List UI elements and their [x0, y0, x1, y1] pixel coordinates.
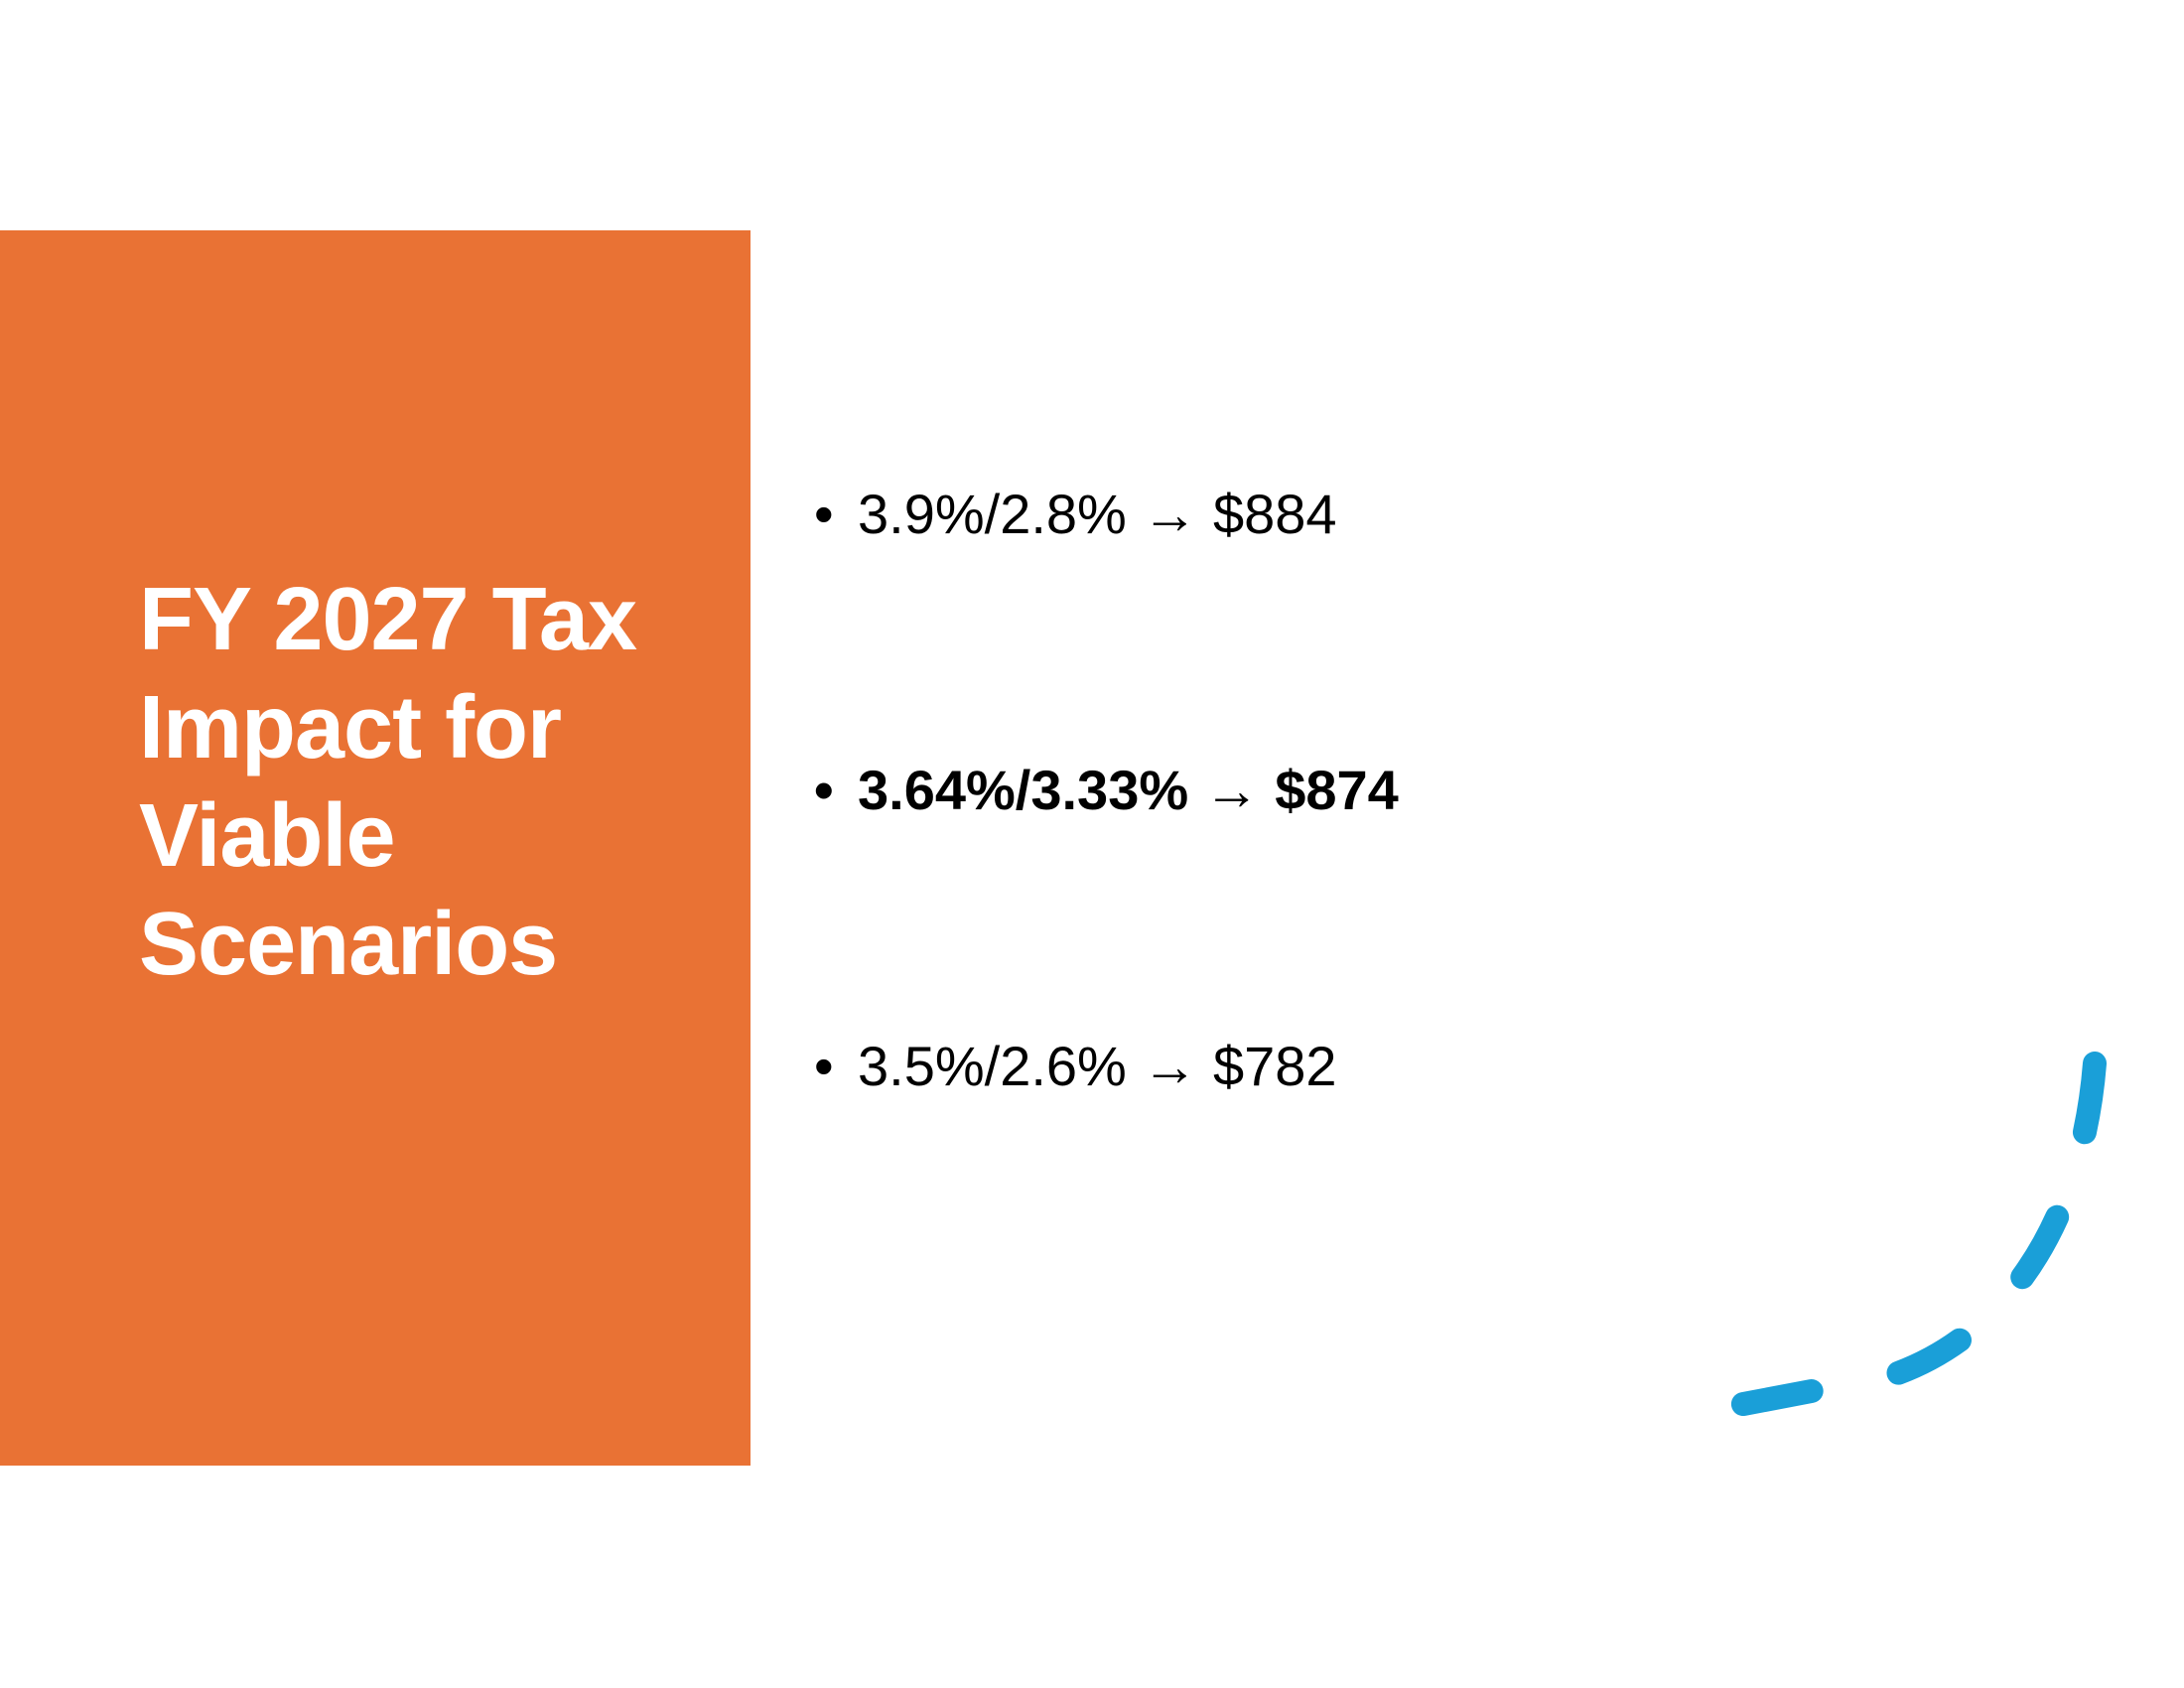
scenario-text: 3.64%/3.33% → $874 — [858, 759, 1399, 821]
scenario-item-highlighted: • 3.64%/3.33% → $874 — [814, 756, 1399, 825]
title-panel — [0, 230, 751, 1466]
bullet-dot: • — [814, 1035, 834, 1097]
scenario-text: 3.5%/2.6% → $782 — [858, 1035, 1337, 1097]
scenario-item: • 3.5%/2.6% → $782 — [814, 1032, 1337, 1101]
slide-title: FY 2027 Tax Impact for Viable Scenarios — [139, 570, 637, 994]
bullet-dot: • — [814, 483, 834, 545]
bullet-dot: • — [814, 759, 834, 821]
scenario-text: 3.9%/2.8% → $884 — [858, 483, 1337, 545]
scenario-item: • 3.9%/2.8% → $884 — [814, 480, 1337, 549]
